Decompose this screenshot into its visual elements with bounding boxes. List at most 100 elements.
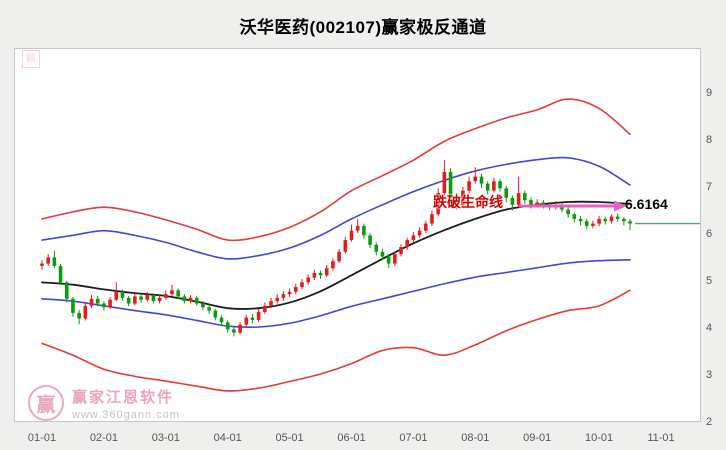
candle-body (126, 297, 131, 304)
candle-body (213, 310, 218, 318)
candle-body (293, 287, 298, 292)
candle-body (510, 197, 515, 205)
candle-body (343, 240, 348, 252)
watermark: 赢 赢家江恩软件 www.360gann.com (28, 385, 180, 421)
candle-body (597, 218, 601, 224)
candle-body (151, 295, 156, 302)
candle-body (95, 298, 100, 304)
candle-body (578, 218, 583, 222)
candle-body (207, 307, 211, 311)
candle-body (454, 197, 459, 205)
x-axis-label: 04-01 (214, 432, 242, 444)
candle-body (461, 190, 465, 205)
y-axis-label: 2 (706, 416, 712, 428)
candle-body (473, 176, 478, 182)
candle-body (423, 223, 428, 231)
candle-body (504, 188, 509, 198)
candle-body (139, 296, 143, 300)
candle-body (430, 214, 434, 224)
candle-body (201, 303, 205, 308)
x-axis-label: 02-01 (90, 432, 118, 444)
candle-body (516, 193, 521, 205)
candle-body (541, 202, 546, 205)
candle-body (58, 265, 63, 283)
candle-body (349, 230, 354, 241)
candle-body (182, 296, 187, 302)
trend-arrow-head (614, 200, 627, 212)
x-axis-label: 10-01 (585, 432, 613, 444)
x-axis-label: 11-01 (647, 432, 674, 444)
candle-body (244, 317, 249, 325)
candle-body (393, 254, 397, 264)
x-axis-label: 06-01 (337, 432, 365, 444)
candle-body (355, 225, 360, 231)
candle-body (157, 297, 162, 302)
candle-body (250, 317, 255, 320)
candle-body (318, 272, 323, 276)
candle-body (492, 181, 496, 191)
candle-body (108, 299, 112, 308)
candle-body (102, 303, 106, 308)
lower-channel-blue (41, 258, 631, 329)
x-axis-label: 08-01 (461, 432, 489, 444)
candle-body (622, 218, 626, 222)
upper-channel-red (41, 98, 631, 242)
watermark-logo-icon: 赢 (28, 385, 64, 421)
corner-watermark-logo-icon: 赢 (22, 50, 40, 68)
candle-body (114, 291, 119, 300)
candle-body (64, 282, 69, 299)
candle-body (194, 297, 199, 304)
candle-body (300, 282, 304, 288)
candle-body (362, 225, 366, 236)
watermark-url: www.360gann.com (72, 408, 180, 421)
candle-body (263, 305, 267, 312)
plot-area (14, 48, 701, 422)
candle-body (529, 200, 533, 205)
candle-body (170, 290, 174, 295)
candle-body (485, 183, 490, 191)
chart-title: 沃华医药(002107)赢家极反通道 (239, 18, 487, 37)
upper-channel-blue (41, 156, 631, 260)
candle-body (467, 181, 471, 191)
candle-body (256, 311, 261, 320)
candle-body (374, 244, 379, 252)
x-axis-label: 03-01 (152, 432, 180, 444)
candle-body (238, 324, 242, 333)
candle-body (609, 216, 614, 222)
candle-body (442, 171, 447, 194)
candle-body (448, 171, 453, 198)
x-axis-label: 01-01 (28, 432, 56, 444)
candle-body (89, 298, 94, 306)
watermark-name: 赢家江恩软件 (72, 388, 175, 406)
break-life-line-label: 跌破生命线 (433, 194, 503, 210)
x-axis-label: 07-01 (399, 432, 427, 444)
candle-body (40, 263, 44, 266)
x-axis-label: 09-01 (523, 432, 551, 444)
candle-body (52, 257, 57, 266)
candle-body (83, 305, 88, 319)
y-axis-label: 4 (706, 322, 712, 334)
y-axis-label: 7 (706, 181, 712, 193)
lower-channel-red (41, 289, 631, 392)
candle-body (324, 268, 329, 276)
candle-body (120, 291, 125, 298)
candle-body (386, 256, 391, 264)
candle-body (337, 251, 341, 262)
candle-body (523, 193, 527, 201)
candle-body (591, 223, 595, 226)
candle-body (380, 251, 385, 257)
candle-body (572, 214, 577, 219)
candle-body (331, 261, 335, 269)
life-line-price-label: 6.6164 (625, 196, 668, 212)
candle-body (71, 298, 75, 313)
candle-body (164, 294, 168, 298)
candle-body (176, 290, 180, 297)
candle-body (417, 230, 422, 236)
x-axis-label: 05-01 (276, 432, 304, 444)
candle-body (368, 235, 372, 245)
candle-body (405, 240, 410, 248)
candle-body (603, 218, 608, 222)
candle-body (225, 322, 230, 330)
candle-body (584, 221, 589, 226)
candle-body (77, 312, 81, 319)
